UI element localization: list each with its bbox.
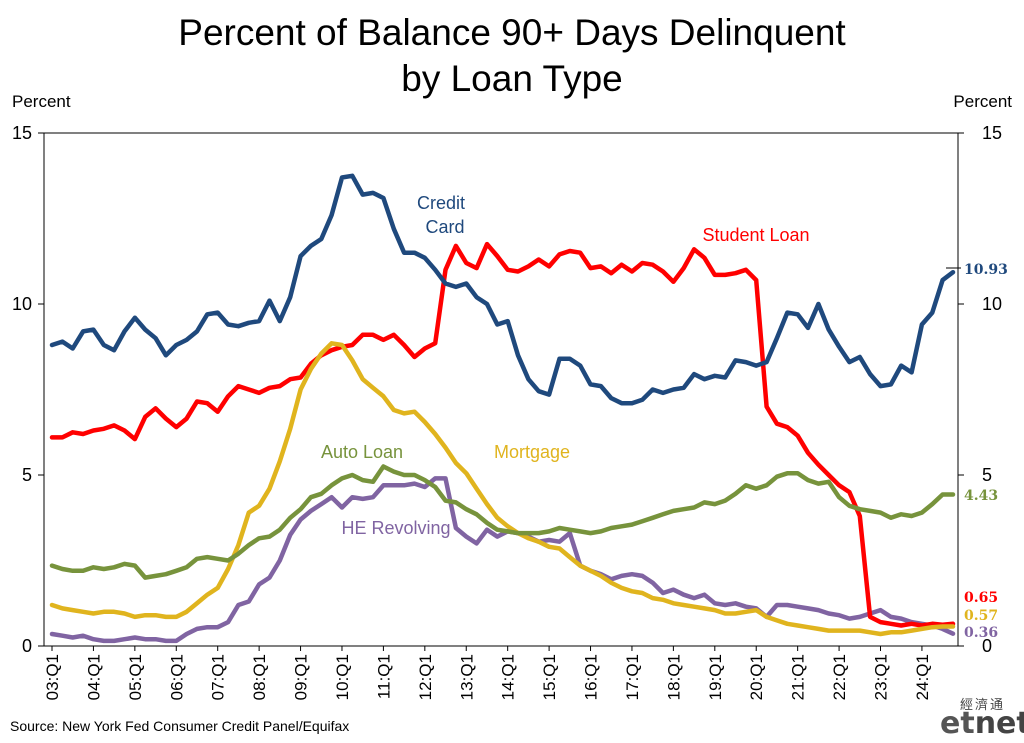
x-tick-label: 11:Q1 xyxy=(374,654,393,699)
x-tick-label: 06:Q1 xyxy=(167,654,186,700)
y-tick-label-left: 10 xyxy=(12,294,32,314)
x-tick-label: 12:Q1 xyxy=(416,654,435,700)
y-tick-label-right: 5 xyxy=(982,465,992,485)
series-name-label: Mortgage xyxy=(494,442,570,462)
series-line-he-revolving xyxy=(49,476,956,644)
series-line-auto-loan xyxy=(49,464,956,580)
x-tick-label: 13:Q1 xyxy=(457,654,476,700)
series-end-value-label: 0.65 xyxy=(964,590,998,606)
brand-logo: etnet xyxy=(940,706,1024,741)
series-name-label: Card xyxy=(425,217,464,237)
x-tick-label: 19:Q1 xyxy=(706,654,725,700)
x-tick-label: 24:Q1 xyxy=(913,654,932,700)
series-name-label: Auto Loan xyxy=(321,442,403,462)
x-tick-label: 05:Q1 xyxy=(126,654,145,700)
series-name-label: HE Revolving xyxy=(341,518,450,538)
chart-labels: Credit Card Student Loan Mortgage Auto Loan H… xyxy=(321,193,1008,641)
chart-title-line1: Percent of Balance 90+ Days Delinquent xyxy=(178,12,846,53)
plot-frame xyxy=(43,132,959,647)
x-tick-label: 21:Q1 xyxy=(789,654,808,700)
y-tick-label-left: 15 xyxy=(12,123,32,143)
brand-chinese-name: 經濟通 xyxy=(960,698,1006,713)
x-tick-label: 18:Q1 xyxy=(664,654,683,700)
source-note: Source: New York Fed Consumer Credit Pan… xyxy=(10,718,350,734)
brand-logo-et: et xyxy=(940,706,975,741)
chart-axes: 0 0 5 5 10 10 15 15 03:Q1 04:Q1 05:Q1 06:Q1 07:Q1 08:… xyxy=(12,123,1002,700)
y-tick-label-right: 15 xyxy=(982,123,1002,143)
series-name-label: Student Loan xyxy=(702,225,809,245)
x-tick-label: 22:Q1 xyxy=(830,654,849,700)
series-name-label: Credit xyxy=(417,193,465,213)
series-line-credit-card xyxy=(49,173,956,406)
x-tick-label: 15:Q1 xyxy=(540,654,559,700)
brand-logo-net: net xyxy=(974,706,1024,741)
x-tick-label: 09:Q1 xyxy=(292,654,311,700)
x-tick-label: 08:Q1 xyxy=(250,654,269,700)
series-end-value-label: 4.43 xyxy=(964,488,998,504)
y-tick-label-left: 5 xyxy=(22,465,32,485)
x-tick-label: 10:Q1 xyxy=(333,654,352,700)
y-tick-label-right: 0 xyxy=(982,636,992,656)
x-tick-label: 20:Q1 xyxy=(747,654,766,700)
chart-lines xyxy=(49,173,956,644)
right-axis-unit-label: Percent xyxy=(953,92,1012,111)
series-end-value-label: 0.57 xyxy=(964,608,998,624)
x-tick-label: 14:Q1 xyxy=(499,654,518,700)
series-line-mortgage xyxy=(49,341,956,637)
x-tick-label: 04:Q1 xyxy=(84,654,103,700)
x-tick-label: 17:Q1 xyxy=(623,654,642,700)
series-end-value-label: 10.93 xyxy=(964,262,1008,278)
chart-title-line2: by Loan Type xyxy=(401,58,623,99)
x-tick-label: 03:Q1 xyxy=(43,654,62,700)
y-tick-label-right: 10 xyxy=(982,294,1002,314)
x-tick-label: 07:Q1 xyxy=(209,654,228,700)
series-end-value-label: 0.36 xyxy=(964,625,998,641)
left-axis-unit-label: Percent xyxy=(12,92,71,111)
x-tick-label: 23:Q1 xyxy=(872,654,891,700)
y-tick-label-left: 0 xyxy=(22,636,32,656)
series-line-student-loan xyxy=(49,241,956,628)
x-tick-label: 16:Q1 xyxy=(582,654,601,700)
